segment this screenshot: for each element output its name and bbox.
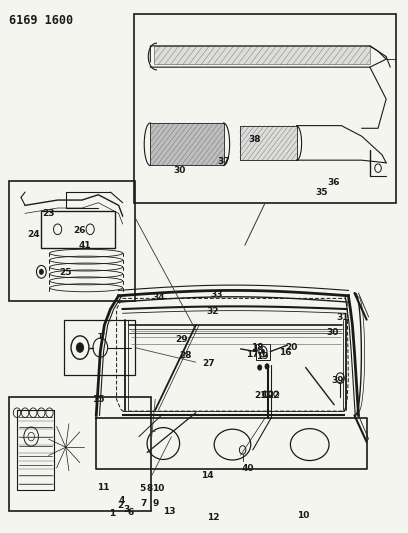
Text: 19: 19 (256, 352, 268, 361)
Text: 30: 30 (173, 166, 186, 175)
Text: 15: 15 (92, 395, 104, 404)
Text: 9: 9 (153, 499, 159, 508)
Text: 6169 1600: 6169 1600 (9, 14, 73, 27)
Bar (154, 46, 370, 64)
Text: 26: 26 (74, 226, 86, 235)
Bar (41, 211, 115, 248)
Text: 40: 40 (242, 464, 254, 473)
Text: 30: 30 (326, 328, 338, 337)
Text: 20: 20 (285, 343, 297, 352)
Text: 13: 13 (163, 506, 176, 515)
Text: 12: 12 (208, 513, 220, 522)
Text: 8: 8 (146, 484, 153, 493)
Text: 10: 10 (152, 484, 165, 493)
Bar (134, 14, 396, 203)
Text: 33: 33 (210, 289, 222, 298)
Text: 4: 4 (119, 496, 125, 505)
Circle shape (39, 269, 43, 274)
Text: 32: 32 (206, 307, 218, 316)
Text: 1: 1 (109, 509, 115, 518)
Text: 28: 28 (180, 351, 192, 360)
Circle shape (265, 364, 269, 369)
Text: 22: 22 (268, 391, 280, 400)
Text: 10: 10 (297, 511, 310, 520)
Circle shape (258, 365, 262, 370)
Text: 23: 23 (42, 209, 55, 218)
Text: 21: 21 (254, 391, 266, 400)
Text: 25: 25 (60, 269, 72, 277)
Text: 17: 17 (246, 350, 259, 359)
Bar (9, 181, 135, 301)
Text: 3: 3 (124, 505, 130, 514)
Text: 18: 18 (251, 343, 263, 352)
Text: 2: 2 (118, 501, 124, 510)
Text: 19: 19 (261, 391, 273, 400)
Bar (150, 123, 224, 165)
Text: 24: 24 (28, 230, 40, 239)
Circle shape (76, 343, 84, 352)
Text: 14: 14 (201, 471, 213, 480)
Bar (17, 410, 53, 490)
Text: 41: 41 (79, 241, 91, 250)
Bar (17, 410, 53, 490)
Text: 37: 37 (217, 157, 230, 166)
Text: 36: 36 (328, 178, 340, 187)
Text: 38: 38 (248, 135, 261, 144)
Text: 29: 29 (175, 335, 188, 344)
Text: 35: 35 (316, 188, 328, 197)
Text: 27: 27 (202, 359, 214, 368)
Text: 16: 16 (279, 348, 292, 357)
Text: 31: 31 (336, 312, 348, 321)
Text: 7: 7 (141, 499, 147, 508)
Text: 11: 11 (97, 482, 109, 491)
Text: 34: 34 (152, 293, 165, 302)
Bar (9, 397, 151, 511)
Bar (64, 320, 135, 375)
Text: 6: 6 (128, 507, 134, 516)
Bar (256, 344, 270, 360)
Bar (240, 126, 297, 160)
Bar (240, 126, 297, 160)
Text: 39: 39 (332, 376, 344, 385)
Text: 5: 5 (139, 484, 145, 493)
Bar (150, 123, 224, 165)
Circle shape (262, 350, 264, 354)
